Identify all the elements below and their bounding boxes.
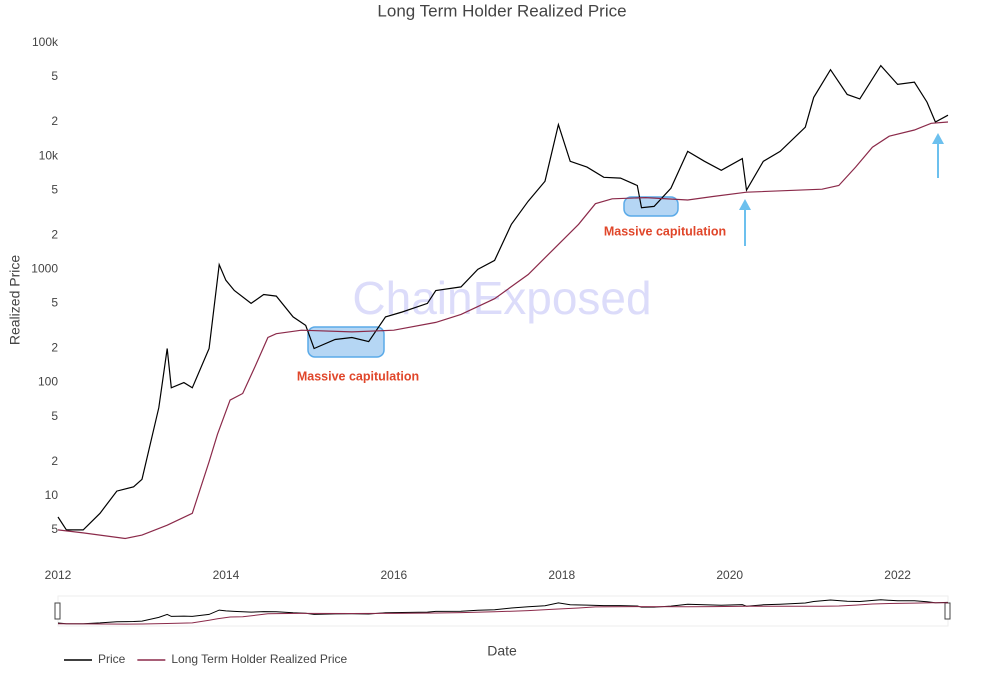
y-tick-label: 5 — [51, 182, 58, 196]
y-tick-label: 2 — [51, 114, 58, 128]
y-tick-label: 10k — [39, 148, 59, 162]
y-tick-label: 2 — [51, 227, 58, 241]
x-tick-label: 2012 — [45, 568, 72, 582]
series-line — [57, 121, 949, 540]
mini-line — [57, 602, 949, 625]
chart-title: Long Term Holder Realized Price — [377, 1, 626, 20]
y-tick-label: 10 — [45, 488, 59, 502]
legend-label: Price — [98, 652, 126, 666]
y-tick-label: 5 — [51, 409, 58, 423]
annotation: Massive capitulation — [297, 369, 419, 383]
y-tick-label: 5 — [51, 296, 58, 310]
x-tick-label: 2018 — [548, 568, 575, 582]
y-tick-label: 5 — [51, 69, 58, 83]
mini-line — [57, 599, 949, 625]
legend-label: Long Term Holder Realized Price — [171, 652, 347, 666]
annotation: Massive capitulation — [604, 224, 726, 238]
arrow — [739, 199, 751, 246]
y-tick-label: 100k — [32, 35, 59, 49]
y-axis-title: Realized Price — [7, 255, 23, 345]
y-tick-label: 2 — [51, 341, 58, 355]
range-handle[interactable] — [54, 602, 61, 620]
range-handle[interactable] — [944, 602, 951, 620]
y-tick-label: 100 — [38, 375, 58, 389]
watermark: ChainExposed — [352, 272, 651, 324]
y-tick-label: 1000 — [31, 262, 58, 276]
x-tick-label: 2014 — [213, 568, 240, 582]
x-tick-label: 2022 — [884, 568, 911, 582]
x-axis-title: Date — [487, 643, 517, 659]
highlight-box — [307, 326, 385, 358]
arrow — [932, 133, 944, 178]
series-line — [57, 64, 949, 531]
x-tick-label: 2016 — [380, 568, 407, 582]
y-tick-label: 2 — [51, 454, 58, 468]
y-tick-label: 5 — [51, 522, 58, 536]
x-tick-label: 2020 — [716, 568, 743, 582]
